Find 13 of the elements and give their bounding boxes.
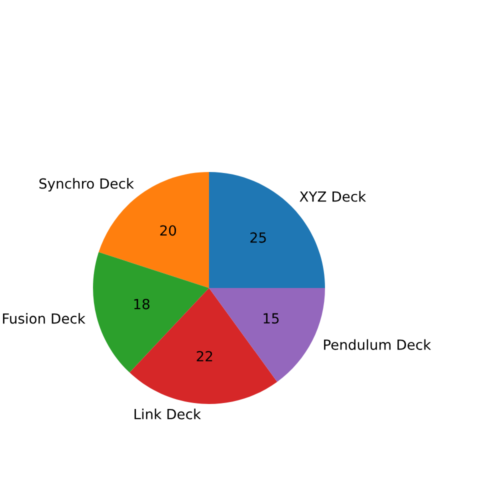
slice-label: XYZ Deck bbox=[300, 191, 366, 202]
slice-label: Synchro Deck bbox=[39, 178, 134, 192]
pie-slice bbox=[98, 172, 209, 288]
slice-label: Pendulum Deck bbox=[324, 339, 432, 350]
data-label: 22 bbox=[196, 350, 212, 362]
slice-label: Fusion Deck bbox=[3, 313, 86, 324]
pie-slice bbox=[130, 288, 278, 404]
data-label: 25 bbox=[250, 232, 266, 243]
data-label: 18 bbox=[134, 298, 150, 310]
slice-label: Link Deck bbox=[134, 408, 201, 420]
data-label: 15 bbox=[264, 313, 279, 324]
data-label: 20 bbox=[160, 225, 176, 236]
pie-slice bbox=[209, 172, 325, 288]
